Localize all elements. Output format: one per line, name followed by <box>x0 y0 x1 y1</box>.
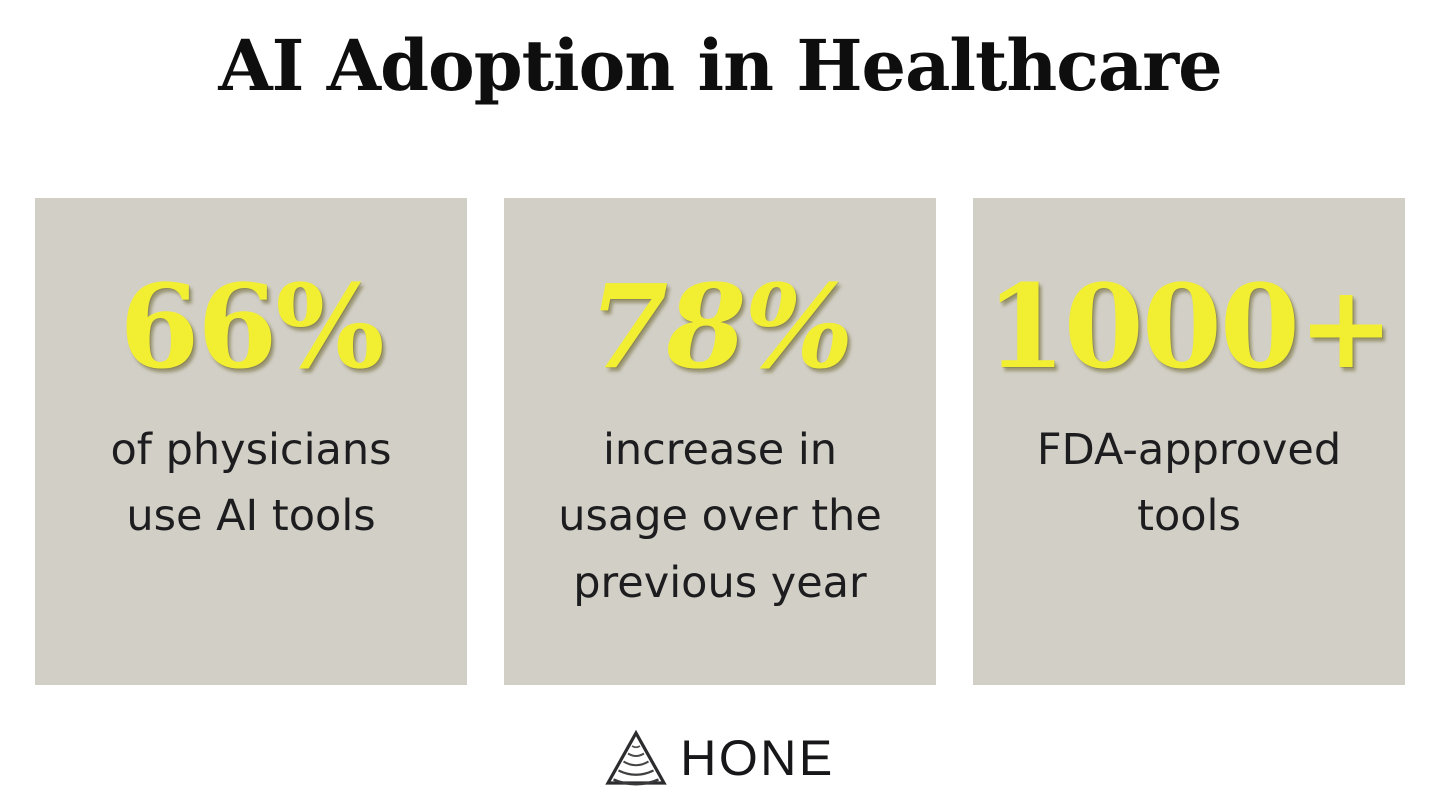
stat-card-usage-increase: 78% increase in usage over the previous … <box>504 198 936 685</box>
stat-label-fda-tools: FDA-approved tools <box>1036 424 1342 542</box>
stat-card-physicians: 66% of physicians use AI tools <box>35 198 467 685</box>
page-title: AI Adoption in Healthcare <box>218 24 1222 107</box>
stat-label-usage-increase: increase in usage over the previous year <box>558 424 882 609</box>
infographic-page: AI Adoption in Healthcare 66% of physici… <box>0 24 1440 800</box>
brand-footer: HONE <box>0 729 1440 787</box>
stat-label-physicians: of physicians use AI tools <box>110 424 392 542</box>
brand-wordmark: HONE <box>680 730 835 786</box>
stat-value-78-percent: 78% <box>588 260 853 395</box>
stat-value-1000-plus: 1000+ <box>985 260 1394 395</box>
stat-value-66-percent: 66% <box>119 260 384 395</box>
stat-cards-row: 66% of physicians use AI tools 78% incre… <box>0 198 1440 685</box>
stat-card-fda-tools: 1000+ FDA-approved tools <box>973 198 1405 685</box>
layered-triangle-icon <box>605 729 667 786</box>
